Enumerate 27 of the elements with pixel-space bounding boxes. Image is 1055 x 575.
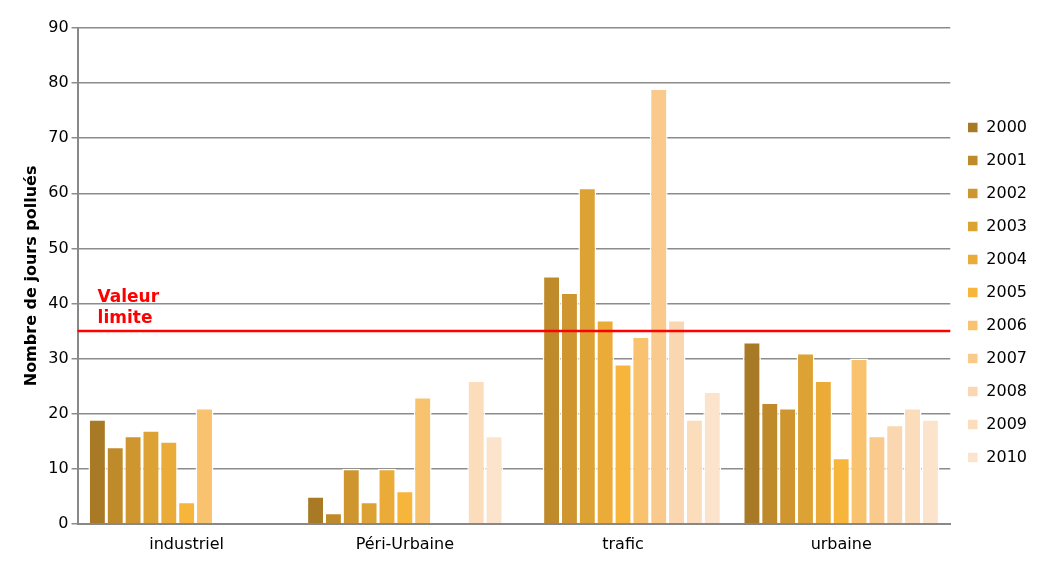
y-tick-label: 70	[48, 127, 69, 147]
x-tick-label: trafic	[602, 533, 644, 553]
y-tick-label: 60	[48, 182, 69, 202]
legend-label: 2002	[986, 182, 1027, 202]
y-tick-label: 90	[48, 17, 69, 37]
y-tick-label: 10	[48, 457, 69, 477]
legend-label: 2010	[986, 446, 1027, 466]
y-tick-label: 30	[48, 347, 69, 367]
legend-label: 2009	[986, 413, 1027, 433]
x-tick-label: urbaine	[810, 533, 872, 553]
ref-line-label: Valeur limite	[97, 285, 160, 327]
x-tick-label: industriel	[149, 533, 225, 553]
legend-label: 2005	[986, 281, 1027, 301]
legend-label: 2006	[986, 314, 1027, 334]
legend-label: 2000	[986, 116, 1027, 136]
y-tick-label: 40	[48, 292, 69, 312]
y-tick-label: 80	[48, 72, 69, 92]
y-axis-title: Nombre de jours pollués	[20, 165, 40, 387]
y-tick-label: 0	[58, 512, 69, 532]
y-tick-label: 20	[48, 402, 69, 422]
legend-label: 2007	[986, 347, 1027, 367]
legend-label: 2001	[986, 149, 1027, 169]
legend-label: 2003	[986, 215, 1027, 235]
y-tick-label: 50	[48, 237, 69, 257]
legend-label: 2008	[986, 380, 1027, 400]
legend-label: 2004	[986, 248, 1027, 268]
x-tick-label: Péri-Urbaine	[355, 533, 455, 553]
